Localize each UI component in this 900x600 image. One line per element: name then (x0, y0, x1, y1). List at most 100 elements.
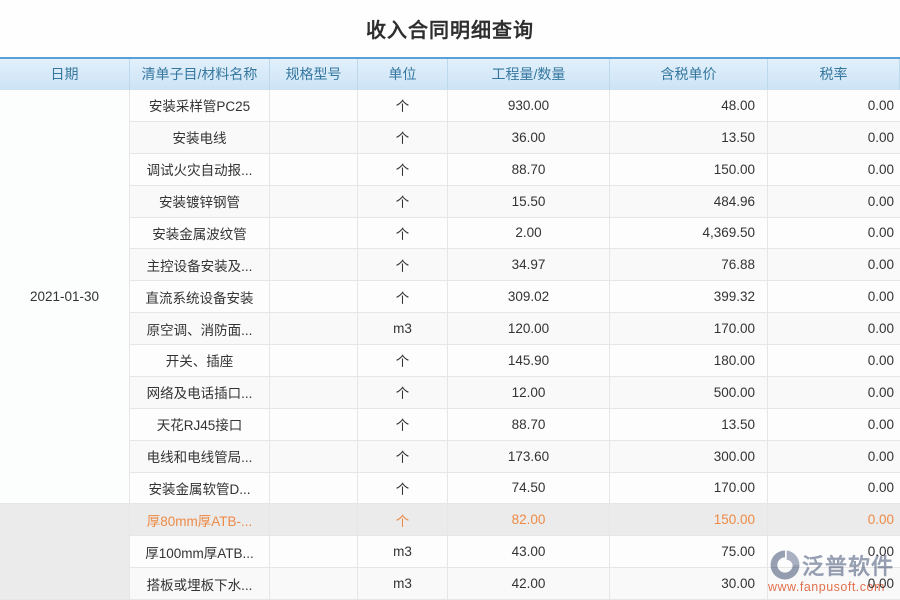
cell-rate[interactable]: 0.00 (768, 313, 900, 345)
column-header-unit: 单位 (358, 59, 448, 90)
cell-price[interactable]: 75.00 (610, 536, 768, 569)
cell-spec[interactable] (270, 408, 358, 441)
cell-qty[interactable]: 88.70 (448, 408, 610, 441)
cell-rate[interactable]: 0.00 (768, 121, 900, 154)
cell-unit[interactable]: m3 (358, 568, 448, 600)
cell-unit[interactable]: 个 (358, 504, 448, 537)
cell-spec[interactable] (270, 217, 358, 250)
cell-name[interactable]: 搭板或埋板下水... (130, 568, 270, 600)
cell-price[interactable]: 500.00 (610, 376, 768, 409)
cell-price[interactable]: 170.00 (610, 313, 768, 345)
cell-qty[interactable]: 74.50 (448, 472, 610, 505)
cell-rate[interactable]: 0.00 (768, 440, 900, 473)
cell-name[interactable]: 安装镀锌钢管 (130, 185, 270, 218)
cell-rate[interactable]: 0.00 (768, 249, 900, 282)
cell-rate[interactable]: 0.00 (768, 504, 900, 537)
cell-rate[interactable]: 0.00 (768, 568, 900, 600)
cell-qty[interactable]: 2.00 (448, 217, 610, 250)
cell-price[interactable]: 300.00 (610, 440, 768, 473)
page-title: 收入合同明细查询 (366, 20, 534, 42)
cell-rate[interactable]: 0.00 (768, 217, 900, 250)
cell-spec[interactable] (270, 345, 358, 377)
cell-price[interactable]: 13.50 (610, 408, 768, 441)
cell-qty[interactable]: 930.00 (448, 90, 610, 122)
cell-unit[interactable]: 个 (358, 408, 448, 441)
cell-unit[interactable]: 个 (358, 472, 448, 505)
cell-price[interactable]: 150.00 (610, 504, 768, 537)
cell-spec[interactable] (270, 568, 358, 600)
cell-unit[interactable]: 个 (358, 440, 448, 473)
cell-qty[interactable]: 34.97 (448, 249, 610, 282)
cell-qty[interactable]: 36.00 (448, 121, 610, 154)
cell-spec[interactable] (270, 376, 358, 409)
cell-rate[interactable]: 0.00 (768, 185, 900, 218)
cell-qty[interactable]: 309.02 (448, 281, 610, 314)
cell-spec[interactable] (270, 504, 358, 537)
cell-spec[interactable] (270, 121, 358, 154)
cell-qty[interactable]: 43.00 (448, 536, 610, 569)
title-bar: 收入合同明细查询 (0, 0, 900, 57)
cell-name[interactable]: 网络及电话插口... (130, 376, 270, 409)
cell-unit[interactable]: 个 (358, 249, 448, 282)
cell-rate[interactable]: 0.00 (768, 345, 900, 377)
cell-name[interactable]: 天花RJ45接口 (130, 408, 270, 441)
cell-qty[interactable]: 82.00 (448, 504, 610, 537)
cell-qty[interactable]: 12.00 (448, 376, 610, 409)
cell-name[interactable]: 安装采样管PC25 (130, 90, 270, 122)
cell-qty[interactable]: 173.60 (448, 440, 610, 473)
cell-rate[interactable]: 0.00 (768, 153, 900, 186)
cell-unit[interactable]: 个 (358, 217, 448, 250)
cell-spec[interactable] (270, 536, 358, 569)
cell-name[interactable]: 主控设备安装及... (130, 249, 270, 282)
cell-unit[interactable]: 个 (358, 121, 448, 154)
column-header-name: 清单子目/材料名称 (130, 59, 270, 90)
cell-spec[interactable] (270, 90, 358, 122)
cell-price[interactable]: 399.32 (610, 281, 768, 314)
cell-unit[interactable]: 个 (358, 345, 448, 377)
cell-price[interactable]: 48.00 (610, 90, 768, 122)
cell-name[interactable]: 直流系统设备安装 (130, 281, 270, 314)
cell-price[interactable]: 13.50 (610, 121, 768, 154)
cell-rate[interactable]: 0.00 (768, 408, 900, 441)
cell-name[interactable]: 调试火灾自动报... (130, 153, 270, 186)
cell-spec[interactable] (270, 472, 358, 505)
cell-price[interactable]: 30.00 (610, 568, 768, 600)
cell-spec[interactable] (270, 313, 358, 345)
cell-rate[interactable]: 0.00 (768, 281, 900, 314)
cell-spec[interactable] (270, 153, 358, 186)
cell-name[interactable]: 厚100mm厚ATB... (130, 536, 270, 569)
cell-unit[interactable]: m3 (358, 536, 448, 569)
cell-spec[interactable] (270, 281, 358, 314)
cell-rate[interactable]: 0.00 (768, 536, 900, 569)
cell-spec[interactable] (270, 185, 358, 218)
cell-spec[interactable] (270, 440, 358, 473)
cell-price[interactable]: 76.88 (610, 249, 768, 282)
cell-name[interactable]: 电线和电线管局... (130, 440, 270, 473)
cell-price[interactable]: 180.00 (610, 345, 768, 377)
cell-price[interactable]: 4,369.50 (610, 217, 768, 250)
cell-name[interactable]: 安装金属波纹管 (130, 217, 270, 250)
cell-qty[interactable]: 88.70 (448, 153, 610, 186)
cell-unit[interactable]: 个 (358, 281, 448, 314)
cell-name[interactable]: 开关、插座 (130, 345, 270, 377)
cell-unit[interactable]: 个 (358, 153, 448, 186)
cell-rate[interactable]: 0.00 (768, 376, 900, 409)
cell-unit[interactable]: 个 (358, 376, 448, 409)
cell-price[interactable]: 170.00 (610, 472, 768, 505)
cell-qty[interactable]: 120.00 (448, 313, 610, 345)
cell-name[interactable]: 厚80mm厚ATB-... (130, 504, 270, 537)
cell-rate[interactable]: 0.00 (768, 90, 900, 122)
cell-spec[interactable] (270, 249, 358, 282)
cell-price[interactable]: 484.96 (610, 185, 768, 218)
cell-qty[interactable]: 15.50 (448, 185, 610, 218)
cell-name[interactable]: 原空调、消防面... (130, 313, 270, 345)
cell-price[interactable]: 150.00 (610, 153, 768, 186)
cell-qty[interactable]: 145.90 (448, 345, 610, 377)
cell-name[interactable]: 安装金属软管D... (130, 472, 270, 505)
cell-rate[interactable]: 0.00 (768, 472, 900, 505)
cell-unit[interactable]: m3 (358, 313, 448, 345)
cell-qty[interactable]: 42.00 (448, 568, 610, 600)
cell-unit[interactable]: 个 (358, 90, 448, 122)
cell-unit[interactable]: 个 (358, 185, 448, 218)
cell-name[interactable]: 安装电线 (130, 121, 270, 154)
